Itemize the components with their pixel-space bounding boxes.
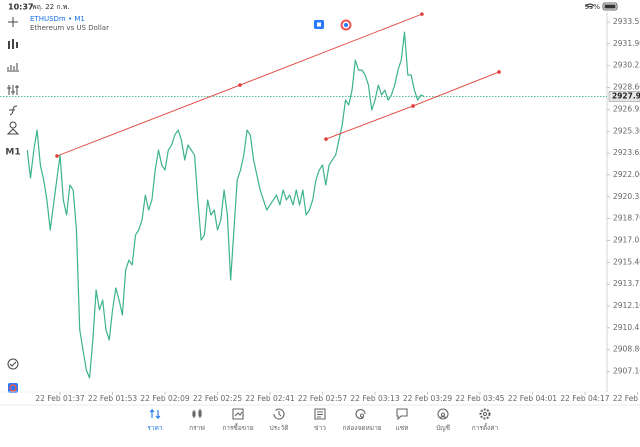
- app-glyph: [9, 384, 17, 392]
- x-tick-label: 22 Feb 04:33: [613, 394, 640, 403]
- trade-icon[interactable]: [232, 408, 244, 420]
- x-tick-label: 22 Feb 02:41: [245, 394, 294, 403]
- tab-label[interactable]: การตั้งค่า: [472, 423, 499, 432]
- clock-tool[interactable]: [7, 358, 19, 370]
- wifi-icon: [585, 3, 595, 8]
- chart-icon[interactable]: [192, 409, 202, 418]
- news-icon[interactable]: [314, 408, 326, 420]
- y-tick-label: 2913.75: [613, 279, 640, 288]
- symbol-description: Ethereum vs US Dollar: [30, 24, 109, 32]
- settings-glyph: [482, 411, 488, 417]
- tab-label[interactable]: การซื้อขาย: [222, 423, 253, 432]
- y-tick-label: 2908.80: [613, 345, 640, 354]
- tab-label[interactable]: ประวัติ: [270, 424, 289, 432]
- x-tick-label: 22 Feb 04:01: [508, 394, 557, 403]
- account-icon[interactable]: [437, 408, 449, 420]
- function-tool[interactable]: [9, 105, 18, 116]
- symbol-name[interactable]: ETHUSDm • M1: [30, 15, 85, 23]
- y-tick-label: 2928.60: [613, 83, 640, 92]
- objects-tool[interactable]: [6, 121, 20, 135]
- trend-line-point[interactable]: [55, 154, 59, 158]
- tab-icons: [149, 408, 491, 421]
- price-line: [26, 31, 425, 379]
- trade-button[interactable]: [340, 19, 352, 31]
- account-glyph: [439, 412, 447, 419]
- x-tick-label: 22 Feb 02:57: [298, 394, 347, 403]
- y-tick-label: 2907.16: [613, 366, 640, 375]
- y-tick-label: 2918.70: [613, 214, 640, 223]
- battery-icon: [602, 2, 618, 11]
- current-price-box: [608, 91, 640, 102]
- chat-icon[interactable]: [396, 408, 408, 421]
- trend-line-point[interactable]: [497, 70, 501, 74]
- x-tick-label: 22 Feb 03:29: [403, 394, 452, 403]
- settings-tool[interactable]: [7, 85, 19, 95]
- trend-line-point[interactable]: [411, 104, 415, 108]
- y-tick-label: 2920.35: [613, 192, 640, 201]
- y-tick-label: 2915.40: [613, 257, 640, 266]
- button-glyph: [317, 22, 321, 27]
- y-tick-label: 2930.25: [613, 61, 640, 70]
- crosshair-tool[interactable]: [8, 17, 18, 27]
- battery-level: 93%: [584, 3, 600, 11]
- tab-label[interactable]: กล่องจดหมาย: [342, 424, 381, 432]
- x-tick-label: 22 Feb 02:09: [140, 394, 189, 403]
- chart-type-tool[interactable]: [8, 39, 18, 49]
- history-icon[interactable]: [273, 408, 285, 420]
- tab-label[interactable]: ข่าว: [314, 424, 326, 432]
- x-tick-label: 22 Feb 03:13: [350, 394, 399, 403]
- y-tick-label: 2923.65: [613, 148, 640, 157]
- tab-label[interactable]: กราฟ: [189, 424, 205, 432]
- x-tick-label: 22 Feb 01:53: [88, 394, 137, 403]
- trend-line-point[interactable]: [324, 137, 328, 141]
- quotes-icon[interactable]: [149, 408, 161, 420]
- tab-label[interactable]: แชท: [396, 424, 409, 432]
- y-tick-label: 2912.10: [613, 301, 640, 310]
- x-tick-label: 22 Feb 01:37: [35, 394, 84, 403]
- settings-icon[interactable]: [479, 408, 491, 420]
- clock-glyph: [9, 361, 17, 367]
- battery-fill: [604, 4, 616, 9]
- status-date: พฤ. 22 ก.พ.: [32, 3, 70, 11]
- y-tick-label: 2926.95: [613, 104, 640, 113]
- status-time: 10:37: [8, 3, 33, 12]
- tab-bar: ราคา กราฟ การซื้อขาย ประวัติ ข่าว กล่องจดหมาย…: [147, 423, 498, 432]
- y-tick-label: 2931.90: [613, 39, 640, 48]
- mailbox-icon[interactable]: [355, 409, 366, 420]
- y-tick-label: 2933.55: [613, 17, 640, 26]
- indicators-tool[interactable]: [7, 63, 19, 72]
- x-tick-label: 22 Feb 04:17: [560, 394, 609, 403]
- x-tick-label: 22 Feb 02:25: [193, 394, 242, 403]
- tab-label[interactable]: ราคา: [147, 424, 162, 432]
- timeframe-button[interactable]: M1: [5, 148, 20, 158]
- trend-line-point[interactable]: [420, 12, 424, 16]
- trend-line-point[interactable]: [238, 83, 242, 87]
- tab-label[interactable]: บัญชี: [436, 424, 451, 432]
- y-tick-label: 2910.45: [613, 323, 640, 332]
- current-price-label: 2927.93: [612, 91, 640, 100]
- y-tick-label: 2917.05: [613, 235, 640, 244]
- y-tick-label: 2922.00: [613, 170, 640, 179]
- left-toolbar: [6, 17, 20, 370]
- y-tick-label: 2925.30: [613, 126, 640, 135]
- plot-area: 2933.55 2931.90 2930.25 2928.60 2926.95 2925.…: [0, 12, 640, 403]
- x-tick-label: 22 Feb 03:45: [455, 394, 504, 403]
- button-glyph: [344, 23, 348, 27]
